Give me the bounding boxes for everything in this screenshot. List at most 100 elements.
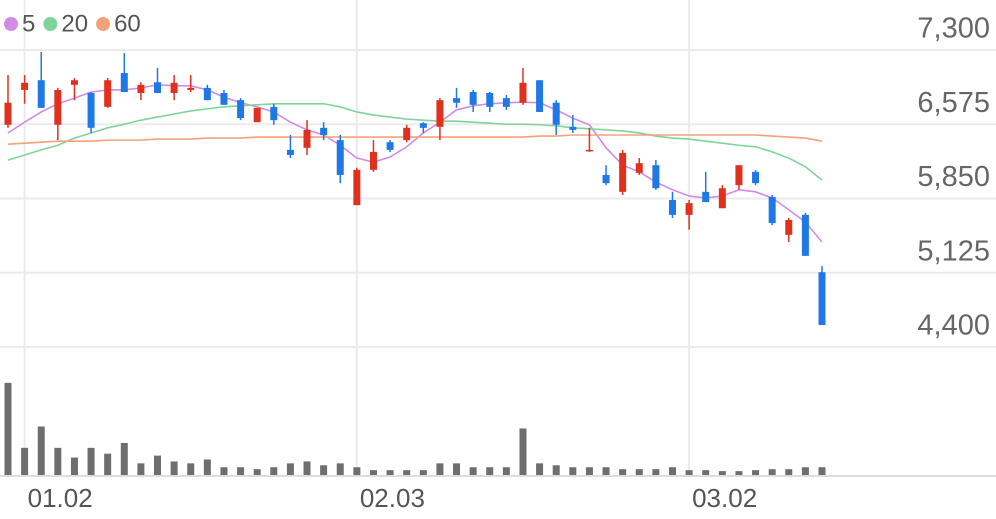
candle-body	[453, 98, 461, 103]
candle-body	[170, 82, 178, 94]
candle-body	[369, 151, 377, 170]
candle-body	[353, 169, 361, 206]
candle-body	[602, 174, 610, 184]
legend-marker	[4, 17, 18, 31]
volume-bar	[237, 467, 245, 475]
volume-bar	[469, 467, 477, 475]
candle-body	[469, 91, 477, 105]
candle-body	[37, 80, 45, 108]
candle-body	[519, 82, 527, 103]
volume-bar	[4, 382, 12, 475]
candle-body	[569, 126, 577, 130]
volume-bar	[619, 469, 627, 475]
legend-marker	[96, 17, 111, 31]
candle-body	[552, 102, 560, 125]
candle-body	[270, 106, 278, 121]
volume-bar	[369, 470, 377, 475]
candle-body	[403, 127, 411, 141]
candle-body	[801, 214, 809, 256]
volume-bar	[602, 467, 610, 475]
candle-body	[818, 272, 826, 325]
candle-body	[718, 188, 726, 209]
volume-bar	[286, 463, 294, 475]
volume-bar	[585, 467, 593, 475]
volume-bar	[303, 461, 311, 475]
volume-bar	[519, 428, 527, 475]
candle-body	[104, 80, 112, 107]
volume-bar	[635, 469, 643, 475]
volume-bar	[187, 463, 195, 475]
y-tick-label: 5,850	[917, 161, 990, 193]
volume-bar	[386, 470, 394, 475]
volume-bar	[336, 463, 344, 475]
candle-body	[502, 98, 510, 107]
volume-bar	[419, 470, 427, 475]
candle-body	[386, 142, 394, 150]
volume-bar	[154, 455, 162, 475]
volume-bar	[552, 465, 560, 475]
candle-body	[585, 149, 593, 152]
legend-marker	[43, 17, 58, 31]
volume-bar	[70, 457, 78, 475]
volume-bar	[752, 470, 760, 475]
volume-bar	[453, 463, 461, 475]
volume-bar	[21, 447, 29, 475]
volume-bar	[785, 469, 793, 475]
candle-body	[54, 89, 62, 125]
y-tick-label: 7,300	[917, 13, 990, 45]
volume-bar	[54, 447, 62, 475]
volume-bar	[768, 469, 776, 475]
x-tick-label: 01.02	[28, 483, 93, 513]
volume-bar	[104, 453, 112, 475]
volume-bar	[569, 467, 577, 475]
volume-bar	[353, 467, 361, 475]
volume-bar	[270, 467, 278, 475]
candle-body	[154, 82, 162, 94]
candle-body	[752, 171, 760, 184]
volume-bar	[170, 461, 178, 475]
volume-bar	[320, 465, 328, 475]
legend-label: 20	[61, 10, 88, 37]
x-tick-label: 03.02	[692, 483, 757, 513]
candle-body	[87, 93, 95, 128]
volume-bar	[652, 469, 660, 475]
candle-body	[70, 80, 78, 85]
candle-body	[536, 80, 544, 112]
volume-bar	[137, 463, 145, 475]
candle-body	[702, 191, 710, 203]
legend-label: 5	[22, 10, 35, 37]
candle-body	[635, 163, 643, 173]
ma-line	[7, 134, 823, 146]
volume-bar	[801, 467, 809, 475]
candle-body	[486, 93, 494, 107]
candle-body	[619, 152, 627, 192]
x-tick-label: 02.03	[360, 483, 425, 513]
candle-body	[21, 82, 29, 90]
volume-bar	[403, 470, 411, 475]
candle-body	[768, 196, 776, 224]
volume-bar	[536, 463, 544, 475]
volume-bar	[685, 470, 693, 475]
y-tick-label: 4,400	[917, 310, 990, 342]
candle-body	[652, 165, 660, 189]
candle-body	[237, 100, 245, 119]
volume-bar	[253, 469, 261, 475]
volume-bar	[37, 426, 45, 475]
y-tick-label: 6,575	[917, 87, 990, 119]
candle-body	[668, 200, 676, 215]
candle-body	[336, 140, 344, 175]
volume-bar	[87, 447, 95, 475]
ma-line	[7, 102, 823, 181]
volume-bar	[668, 467, 676, 475]
candle-body	[320, 127, 328, 136]
volume-bar	[436, 463, 444, 475]
candle-body	[187, 87, 195, 90]
candle-body	[203, 87, 211, 101]
candle-body	[286, 149, 294, 155]
candle-body	[785, 220, 793, 235]
legend-label: 60	[114, 10, 141, 37]
candle-body	[685, 203, 693, 215]
volume-bar	[203, 459, 211, 475]
ma-line	[7, 84, 823, 243]
